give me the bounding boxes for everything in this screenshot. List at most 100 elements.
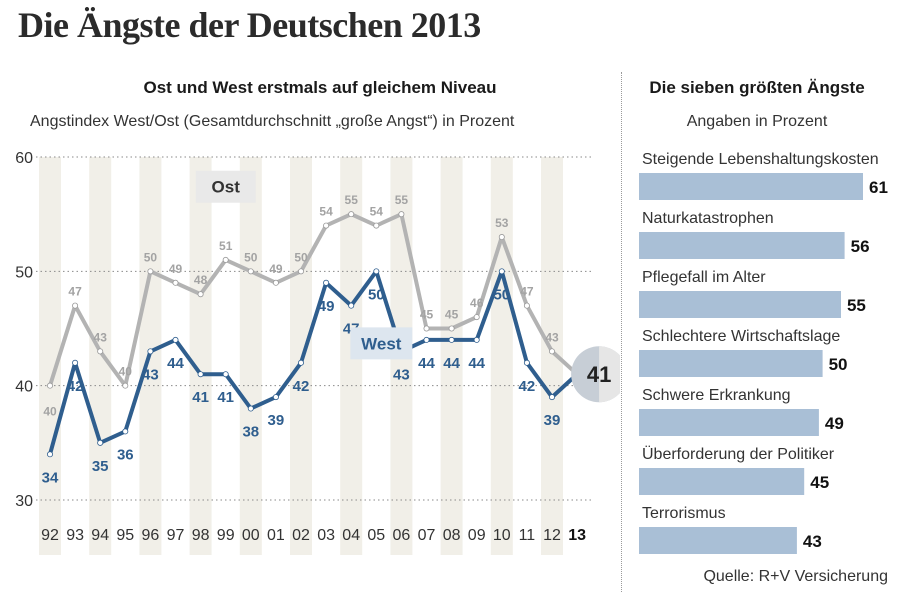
point-west — [473, 336, 480, 343]
point-west — [498, 268, 505, 275]
bar-value-label: 45 — [810, 473, 829, 492]
data-label-ost: 45 — [445, 308, 459, 322]
data-label-ost: 40 — [119, 365, 133, 379]
year-stripe — [39, 157, 61, 555]
x-tick-label: 97 — [167, 527, 185, 544]
series-line-ost — [48, 212, 579, 388]
data-label-ost: 54 — [319, 205, 333, 219]
point-west — [448, 336, 455, 343]
y-tick-label: 50 — [15, 264, 33, 281]
series-label-ost: Ost — [212, 178, 241, 197]
bar — [639, 350, 823, 377]
bar-chart-title: Die sieben größten Ängste — [649, 78, 865, 97]
bar-category-label: Naturkatastrophen — [642, 210, 774, 227]
point-west — [97, 439, 104, 446]
data-label-ost: 43 — [94, 330, 108, 344]
data-label-west: 50 — [493, 286, 510, 303]
point-ost — [473, 314, 480, 321]
bar — [639, 232, 845, 259]
point-ost — [97, 348, 104, 355]
x-tick-label: 92 — [41, 527, 59, 544]
data-label-ost: 55 — [395, 193, 409, 207]
point-ost — [147, 268, 154, 275]
point-west — [423, 336, 430, 343]
x-tick-label: 08 — [443, 527, 461, 544]
line-chart-subtitle: Ost und West erstmals auf gleichem Nivea… — [143, 78, 497, 97]
x-tick-label: 99 — [217, 527, 235, 544]
data-label-ost: 50 — [244, 250, 258, 264]
bar-category-label: Überforderung der Politiker — [642, 445, 835, 463]
bar-value-label: 55 — [847, 296, 866, 315]
bar — [639, 291, 841, 318]
data-label-west: 35 — [92, 458, 109, 475]
year-stripe — [440, 157, 463, 555]
data-label-ost: 46 — [470, 296, 484, 310]
data-label-ost: 43 — [545, 330, 559, 344]
year-stripe — [541, 157, 563, 555]
x-tick-label: 94 — [91, 527, 109, 544]
x-tick-label: 01 — [267, 527, 285, 544]
data-label-west: 41 — [192, 389, 209, 406]
data-label-west: 41 — [217, 389, 234, 406]
point-west — [47, 451, 54, 458]
bar-category-label: Terrorismus — [642, 505, 726, 522]
data-label-west: 39 — [268, 412, 285, 429]
x-tick-label: 96 — [142, 527, 160, 544]
point-ost — [549, 348, 556, 355]
point-ost — [197, 291, 204, 298]
data-label-west: 39 — [544, 412, 561, 429]
point-west — [373, 268, 380, 275]
data-label-west: 44 — [443, 355, 460, 372]
bar-value-label: 50 — [829, 355, 848, 374]
bar-value-label: 61 — [869, 178, 888, 197]
point-ost — [323, 222, 330, 229]
data-label-ost: 55 — [345, 193, 359, 207]
x-tick-label: 93 — [66, 527, 84, 544]
x-tick-label: 04 — [342, 527, 360, 544]
point-ost — [373, 222, 380, 229]
point-ost — [222, 256, 229, 263]
bar — [639, 468, 805, 495]
page-title: Die Ängste der Deutschen 2013 — [18, 5, 481, 45]
line-chart: 30 40 50 60 92 93 94 95 96 97 98 99 00 01 02 03 04 05 06 07… — [15, 150, 620, 555]
point-ost — [72, 302, 79, 309]
line-chart-description: Angstindex West/Ost (Gesamtdurchschnitt … — [30, 113, 515, 130]
x-tick-label: 05 — [367, 527, 385, 544]
x-tick-label: 06 — [393, 527, 411, 544]
data-label-west: 44 — [418, 355, 435, 372]
data-label-west: 50 — [368, 286, 385, 303]
bar — [639, 527, 797, 554]
data-label-west: 42 — [519, 378, 536, 395]
x-tick-label: 12 — [543, 527, 561, 544]
bar-category-label: Pflegefall im Alter — [642, 269, 766, 286]
point-west — [197, 371, 204, 378]
data-label-ost: 50 — [294, 250, 308, 264]
data-label-west: 36 — [117, 446, 134, 463]
data-label-west: 43 — [142, 366, 159, 383]
data-label-ost: 40 — [43, 405, 57, 419]
source-note: Quelle: R+V Versicherung — [703, 568, 888, 585]
point-west — [247, 405, 254, 412]
data-label-ost: 49 — [169, 262, 183, 276]
x-tick-label: 02 — [292, 527, 310, 544]
point-west — [549, 394, 556, 401]
year-stripe — [189, 157, 212, 555]
x-tick-label: 00 — [242, 527, 260, 544]
point-west — [222, 371, 229, 378]
point-ost — [523, 302, 530, 309]
point-ost — [297, 268, 304, 275]
point-ost — [398, 211, 405, 218]
final-value-bubble-half — [599, 346, 620, 403]
data-label-ost: 47 — [68, 285, 82, 299]
point-ost — [272, 279, 279, 286]
data-label-west: 43 — [393, 366, 410, 383]
data-label-west: 44 — [468, 355, 485, 372]
x-tick-label: 98 — [192, 527, 210, 544]
series-label-box-west — [350, 327, 413, 360]
bar — [639, 409, 819, 436]
point-west — [297, 359, 304, 366]
bar-value-label: 49 — [825, 414, 844, 433]
bar-value-label: 56 — [851, 237, 870, 256]
data-label-ost: 49 — [269, 262, 283, 276]
point-ost — [47, 382, 54, 389]
